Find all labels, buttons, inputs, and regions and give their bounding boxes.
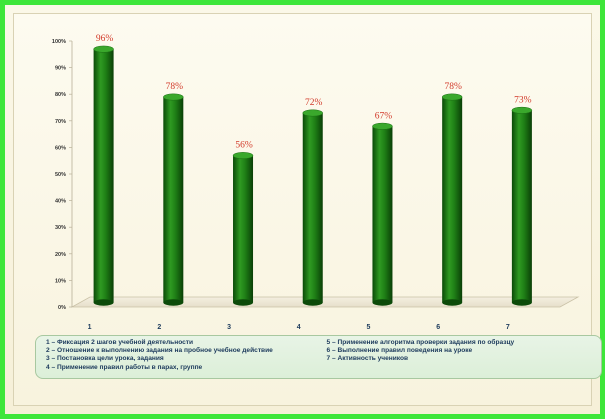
bar-cap (372, 122, 393, 130)
data-label: 78% (166, 82, 184, 92)
data-label: 56% (235, 141, 253, 151)
bar (372, 122, 393, 306)
bar-cap (302, 109, 323, 117)
category-label: 4 (297, 324, 301, 331)
bar-base (302, 299, 323, 306)
bar (441, 93, 463, 306)
y-tick-label: 100% (52, 39, 66, 45)
legend-item: 1 – Фиксация 2 шагов учебной деятельност… (46, 339, 194, 346)
bar-base (163, 299, 184, 306)
bar-body (372, 126, 393, 303)
bar-base (372, 299, 393, 306)
data-label: 73% (514, 95, 532, 105)
y-tick-label: 40% (55, 199, 66, 205)
bar (302, 109, 323, 306)
category-label: 7 (506, 324, 510, 331)
data-label: 78% (444, 82, 462, 92)
bar-body (93, 49, 114, 303)
bar (93, 45, 114, 306)
chart-legend: 1 – Фиксация 2 шагов учебной деятельност… (35, 335, 602, 379)
bar-base (93, 299, 114, 306)
legend-left-column: 1 – Фиксация 2 шагов учебной деятельност… (46, 339, 313, 376)
bar (232, 152, 254, 306)
y-tick-label: 60% (55, 145, 66, 151)
y-tick-label: 10% (55, 278, 66, 284)
category-label: 1 (88, 324, 92, 331)
bar-body (302, 112, 323, 303)
bar-body (233, 155, 254, 303)
data-label: 67% (375, 111, 393, 121)
y-tick-label: 50% (55, 172, 66, 178)
bar-base (511, 299, 532, 306)
legend-item: 5 – Применение алгоритма проверки задани… (326, 339, 515, 346)
chart-floor (70, 296, 580, 308)
bar (163, 93, 184, 306)
category-label: 3 (227, 324, 231, 331)
legend-item: 3 – Постановка цели урока, задания (46, 355, 164, 363)
y-tick-label: 0% (58, 305, 66, 311)
category-label: 6 (436, 324, 440, 331)
y-tick-label: 90% (55, 66, 66, 72)
data-label: 96% (96, 34, 114, 44)
y-tick-label: 70% (55, 119, 66, 125)
legend-item: 7 – Активность учеников (326, 355, 409, 363)
bar-cap (232, 152, 254, 159)
legend-item: 4 – Применение правил работы в парах, гр… (46, 363, 203, 371)
legend-item: 2 – Отношение к выполнению задания на пр… (46, 347, 273, 355)
bar-cap (93, 45, 114, 53)
bar (511, 106, 533, 306)
bar-cap (163, 93, 184, 101)
bar-cap (511, 106, 533, 114)
bar-cap (441, 93, 463, 101)
legend-right-column: 5 – Применение алгоритма проверки задани… (327, 339, 594, 376)
y-tick-label: 80% (55, 92, 66, 98)
category-label: 5 (367, 324, 371, 331)
y-tick-label: 30% (55, 225, 66, 231)
legend-item: 6 – Выполнение правил поведения на уроке (326, 347, 473, 355)
bar-body (442, 97, 463, 303)
bar-base (442, 299, 463, 306)
y-tick-label: 20% (55, 252, 66, 258)
bar-base (233, 299, 254, 306)
bar-body (163, 97, 184, 303)
data-label: 72% (305, 98, 323, 108)
category-label: 2 (157, 324, 161, 331)
bar-body (511, 110, 532, 303)
